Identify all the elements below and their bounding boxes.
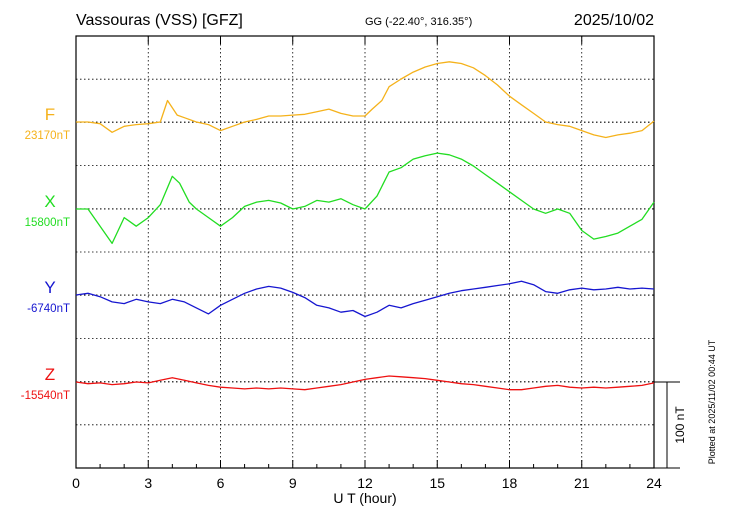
- x-tick-label: 9: [289, 475, 297, 491]
- chart-date: 2025/10/02: [574, 12, 654, 29]
- baseline-label-z: -15540nT: [21, 390, 70, 402]
- trace-x: [76, 152, 655, 245]
- baseline-label-x: 15800nT: [25, 217, 70, 229]
- component-name-x: X: [44, 192, 55, 211]
- component-name-z: Z: [45, 365, 55, 384]
- trace-z: [75, 375, 655, 391]
- baseline-label-y: -6740nT: [27, 303, 70, 315]
- traces: [75, 61, 655, 391]
- baseline-label-f: 23170nT: [25, 130, 70, 142]
- station-coordinates: GG (-22.40°, 316.35°): [365, 16, 472, 28]
- trace-f: [76, 61, 655, 139]
- chart-title: Vassouras (VSS) [GFZ]: [76, 12, 243, 29]
- x-tick-label: 24: [646, 475, 662, 491]
- scale-bar-label: 100 nT: [673, 406, 687, 444]
- x-tick-label: 3: [144, 475, 152, 491]
- x-tick-label: 12: [357, 475, 373, 491]
- component-name-y: Y: [44, 278, 55, 297]
- x-tick-label: 0: [72, 475, 80, 491]
- x-tick-label: 18: [502, 475, 518, 491]
- component-labels: F 23170nT X 15800nT Y -6740nT Z -15540nT: [21, 105, 70, 402]
- x-tick-label: 6: [217, 475, 225, 491]
- plotted-note: Plotted at 2025/11/02 00:44 UT: [707, 339, 717, 464]
- x-tick-label: 15: [429, 475, 445, 491]
- grid: [76, 36, 654, 468]
- x-axis-ticks: 0 3 6 9 12 15 18 21 24: [72, 36, 662, 491]
- scale-bar: 100 nT: [654, 381, 687, 469]
- x-tick-label: 21: [574, 475, 590, 491]
- trace-y: [75, 280, 655, 318]
- x-axis-label: U T (hour): [333, 490, 396, 506]
- component-name-f: F: [45, 105, 55, 124]
